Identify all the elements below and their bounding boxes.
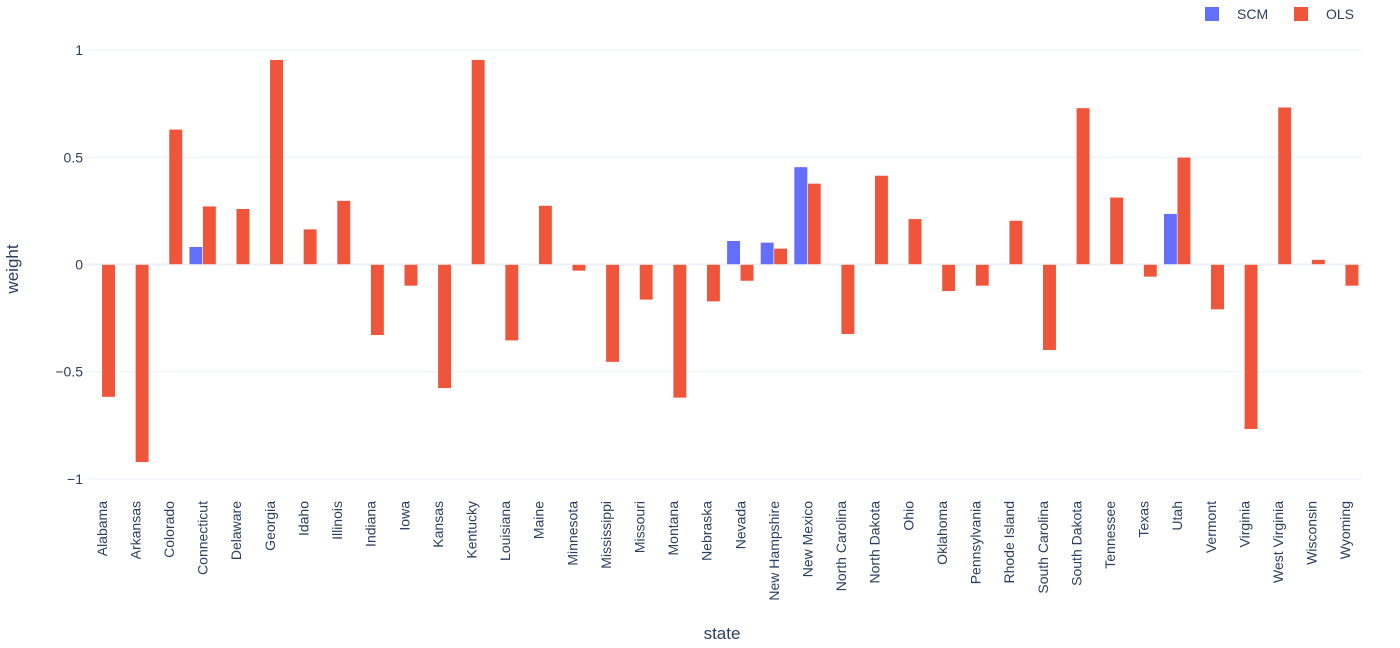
x-tick-label: Oklahoma (934, 501, 950, 565)
bar-ols-connecticut (202, 205, 217, 265)
legend-swatch-ols (1294, 7, 1308, 21)
x-tick-label: Alabama (94, 501, 110, 556)
bar-ols-new-mexico (807, 183, 822, 265)
bar-ols-texas (1143, 264, 1158, 278)
x-tick-label: Mississippi (598, 501, 614, 569)
x-tick-label: Iowa (396, 501, 412, 531)
bar-ols-wyoming (1344, 264, 1359, 287)
x-tick-label: Arkansas (127, 501, 143, 559)
bar-ols-maine (538, 205, 553, 265)
y-tick-labels: 1 0.5 0 −0.5 −1 (55, 42, 83, 487)
bar-ols-tennessee (1109, 197, 1124, 265)
x-tick-label: Pennsylvania (968, 501, 984, 584)
bar-ols-virginia (1244, 264, 1259, 430)
x-tick-label: Connecticut (195, 501, 211, 575)
bar-ols-minnesota (572, 264, 586, 272)
x-tick-label: Nevada (732, 501, 748, 549)
x-tick-label: Kentucky (463, 501, 479, 559)
grid-lines (85, 49, 1362, 480)
bar-ols-new-hampshire (773, 248, 788, 265)
bar-ols-oklahoma (941, 264, 956, 292)
y-tick-label: −0.5 (55, 364, 83, 380)
x-tick-label: Tennessee (1102, 501, 1118, 569)
bar-ols-indiana (370, 264, 385, 336)
bar-ols-louisiana (504, 264, 519, 341)
x-axis-title: state (704, 624, 741, 643)
x-tick-label: Utah (1169, 501, 1185, 531)
legend-swatch-scm (1205, 7, 1219, 21)
bar-ols-wisconsin (1311, 259, 1326, 265)
bar-ols-utah (1176, 157, 1191, 265)
bar-ols-south-dakota (1076, 107, 1091, 265)
x-tick-label: Ohio (900, 501, 916, 531)
bar-ols-iowa (404, 264, 418, 287)
bar-scm-utah (1163, 213, 1178, 265)
bar-ols-delaware (235, 208, 250, 265)
bar-ols-nebraska (706, 264, 721, 302)
x-tick-label: Virginia (1236, 501, 1252, 548)
bar-ols-missouri (639, 264, 654, 301)
bar-scm-nevada (726, 240, 741, 265)
bar-ols-montana (672, 264, 687, 399)
x-tick-label: New Mexico (800, 501, 816, 577)
x-tick-labels: Alabama Arkansas Colorado Connecticut Delawa… (94, 501, 1353, 601)
x-tick-label: Vermont (1203, 501, 1219, 553)
x-tick-label: Minnesota (564, 501, 580, 566)
bar-ols-illinois (336, 200, 351, 265)
y-tick-label: 1 (75, 42, 83, 58)
bar-ols-north-dakota (874, 175, 889, 265)
x-tick-label: Wyoming (1337, 501, 1353, 559)
x-tick-label: Kansas (430, 501, 446, 548)
y-tick-label: 0 (75, 257, 83, 273)
y-tick-label: 0.5 (64, 149, 84, 165)
bar-scm-new-hampshire (760, 242, 775, 265)
bar-ols-idaho (303, 228, 318, 265)
x-tick-label: West Virginia (1270, 501, 1286, 583)
x-tick-label: Colorado (161, 501, 177, 558)
x-tick-label: Montana (665, 501, 681, 556)
x-tick-label: New Hampshire (766, 501, 782, 601)
bar-ols-kentucky (471, 59, 486, 265)
bar-ols-alabama (101, 264, 116, 398)
bar-ols-ohio (908, 218, 923, 265)
x-tick-label: Idaho (295, 501, 311, 536)
legend-label-ols: OLS (1326, 6, 1354, 22)
x-tick-label: Nebraska (699, 501, 715, 561)
bar-scm-connecticut (188, 246, 203, 265)
bar-ols-arkansas (135, 264, 150, 463)
x-tick-label: Louisiana (497, 501, 513, 561)
x-tick-label: Wisconsin (1304, 501, 1320, 565)
x-tick-label: North Carolina (833, 501, 849, 591)
bar-ols-mississippi (605, 264, 620, 363)
bar-ols-rhode-island (1008, 220, 1023, 265)
x-tick-label: Georgia (262, 501, 278, 551)
x-tick-label: South Carolina (1035, 501, 1051, 594)
y-axis-title: weight (3, 244, 22, 294)
bar-ols-colorado (168, 129, 183, 265)
bars (101, 59, 1359, 463)
x-tick-label: South Dakota (1068, 501, 1084, 586)
bar-ols-west-virginia (1277, 107, 1292, 265)
bar-scm-new-mexico (793, 166, 808, 265)
bar-ols-pennsylvania (975, 264, 990, 287)
x-tick-label: Rhode Island (1001, 501, 1017, 584)
x-tick-label: Delaware (228, 501, 244, 560)
bar-ols-vermont (1210, 264, 1225, 310)
x-tick-label: North Dakota (867, 501, 883, 584)
x-tick-label: Maine (531, 501, 547, 539)
bar-ols-nevada (740, 264, 754, 282)
bar-ols-north-carolina (840, 264, 855, 335)
x-tick-label: Illinois (329, 501, 345, 540)
bar-ols-kansas (437, 264, 452, 389)
x-tick-label: Missouri (631, 501, 647, 553)
x-tick-label: Texas (1136, 501, 1152, 538)
bar-ols-georgia (269, 59, 284, 265)
y-tick-label: −1 (67, 471, 83, 487)
x-tick-label: Indiana (363, 501, 379, 547)
legend-label-scm: SCM (1237, 6, 1268, 22)
bar-ols-south-carolina (1042, 264, 1057, 351)
legend: SCM OLS (1205, 6, 1354, 22)
